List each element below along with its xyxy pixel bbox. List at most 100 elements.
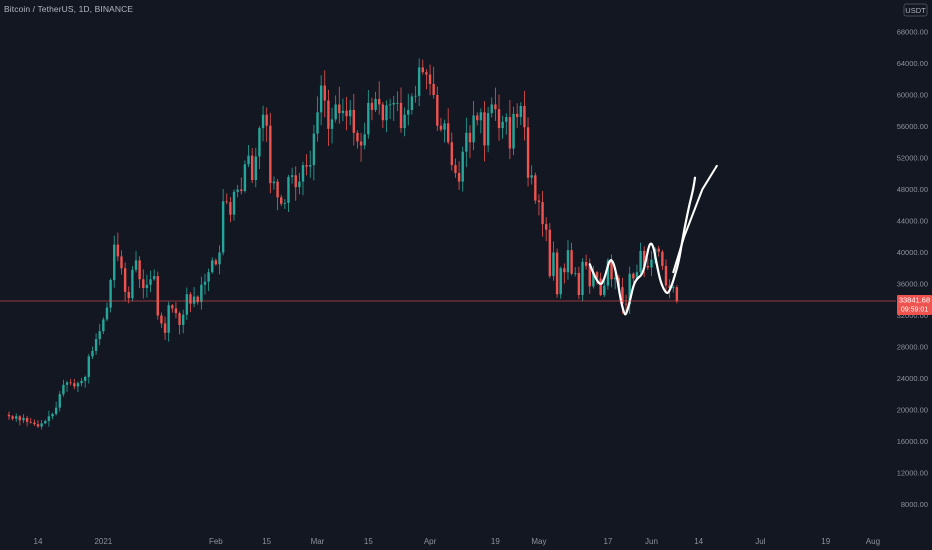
time-tick-label: 15 [364,537,373,546]
candle-body [330,119,334,129]
candle-body [530,175,533,178]
time-tick-label: 2021 [94,537,112,546]
time-tick-label: Jul [755,537,765,546]
candle-body [240,189,243,192]
candle-body [15,416,18,419]
candle-body [33,422,36,425]
candle-body [207,272,210,282]
candle-body [381,104,385,121]
candle-body [145,284,149,288]
currency-label: USDT [905,6,926,15]
candle-body [526,127,530,178]
candle-body [36,424,40,427]
candle-body [40,423,43,427]
candle-body [69,382,72,384]
price-tick-label: 60000.00 [897,91,928,100]
candle-body [138,260,141,280]
candle-body [555,252,559,295]
candle-body [243,164,247,192]
candle-body [305,165,308,167]
candle-body [171,305,174,309]
candle-body [385,105,388,121]
candle-body [359,141,363,146]
candle-body [417,67,421,96]
candle-body [479,112,483,121]
candle-body [98,331,101,340]
candle-body [160,315,163,324]
candle-body [588,265,591,287]
candle-body [363,134,366,146]
candle-body [501,121,504,129]
candle-body [54,407,58,414]
candle-body [156,276,159,316]
time-tick-label: 14 [694,537,703,546]
candle-body [102,319,105,332]
candle-body [51,413,54,417]
candle-body [505,117,508,122]
candle-body [83,376,87,381]
time-tick-label: Apr [424,537,437,546]
candle-body [294,175,297,188]
candle-body [269,125,272,184]
candle-body [465,132,468,152]
time-tick-label: Jun [645,537,658,546]
candle-body [486,113,490,146]
candle-body [134,260,138,270]
candle-body [116,244,120,257]
candle-body [378,98,381,105]
candle-body [200,284,203,303]
price-tick-label: 24000.00 [897,374,928,383]
candle-body [76,383,80,387]
price-tick-label: 52000.00 [897,154,928,163]
candle-body [105,307,109,320]
projection-upward-line[interactable] [672,164,718,274]
candle-body [646,265,650,268]
candle-body [661,251,664,266]
candle-body [120,256,123,269]
candle-body [7,414,11,417]
freehand-projection-line[interactable] [588,176,697,316]
candle-body [211,260,214,273]
candle-body [403,114,406,129]
candle-body [599,278,602,296]
candle-body [494,104,497,110]
candle-body [327,100,330,129]
candle-body [581,261,584,296]
candle-body [472,115,475,143]
price-axis[interactable]: 8000.00 12000.00 16000.00 20000.00 24000.00 2… [896,0,932,550]
candle-body [312,133,316,166]
currency-badge[interactable]: USDT [903,3,928,17]
candle-body [283,202,287,204]
candle-body [196,296,199,303]
candle-body [29,421,32,423]
candle-body [432,83,435,95]
candle-body [643,250,646,266]
candle-body [603,285,606,296]
candle-body [450,142,454,166]
candle-body [182,314,185,325]
candle-body [370,102,374,110]
candle-body [545,224,548,230]
time-tick-label: 19 [821,537,830,546]
candle-body [574,272,577,274]
candle-body [323,85,326,101]
price-tick-label: 68000.00 [897,28,928,37]
candle-body [272,181,276,184]
candle-body [316,112,319,134]
candle-body [265,114,268,126]
price-tick-label: 28000.00 [897,343,928,352]
candle-body [341,110,345,114]
candle-body [657,248,660,252]
time-axis[interactable]: 14 2021 Feb 15 Mar 15 Apr 19 May 17 Jun 14 Jul 19 Aug [34,537,880,546]
candle-body [592,272,595,287]
candle-body [113,244,116,281]
candle-body [454,165,457,173]
candle-body [388,104,392,106]
candle-body [167,305,170,333]
candle-body [319,85,323,113]
symbol-title: Bitcoin / TetherUS, 1D, BINANCE [4,4,134,14]
candle-body [203,281,207,285]
candle-body [392,102,395,105]
time-tick-label: 15 [262,537,271,546]
